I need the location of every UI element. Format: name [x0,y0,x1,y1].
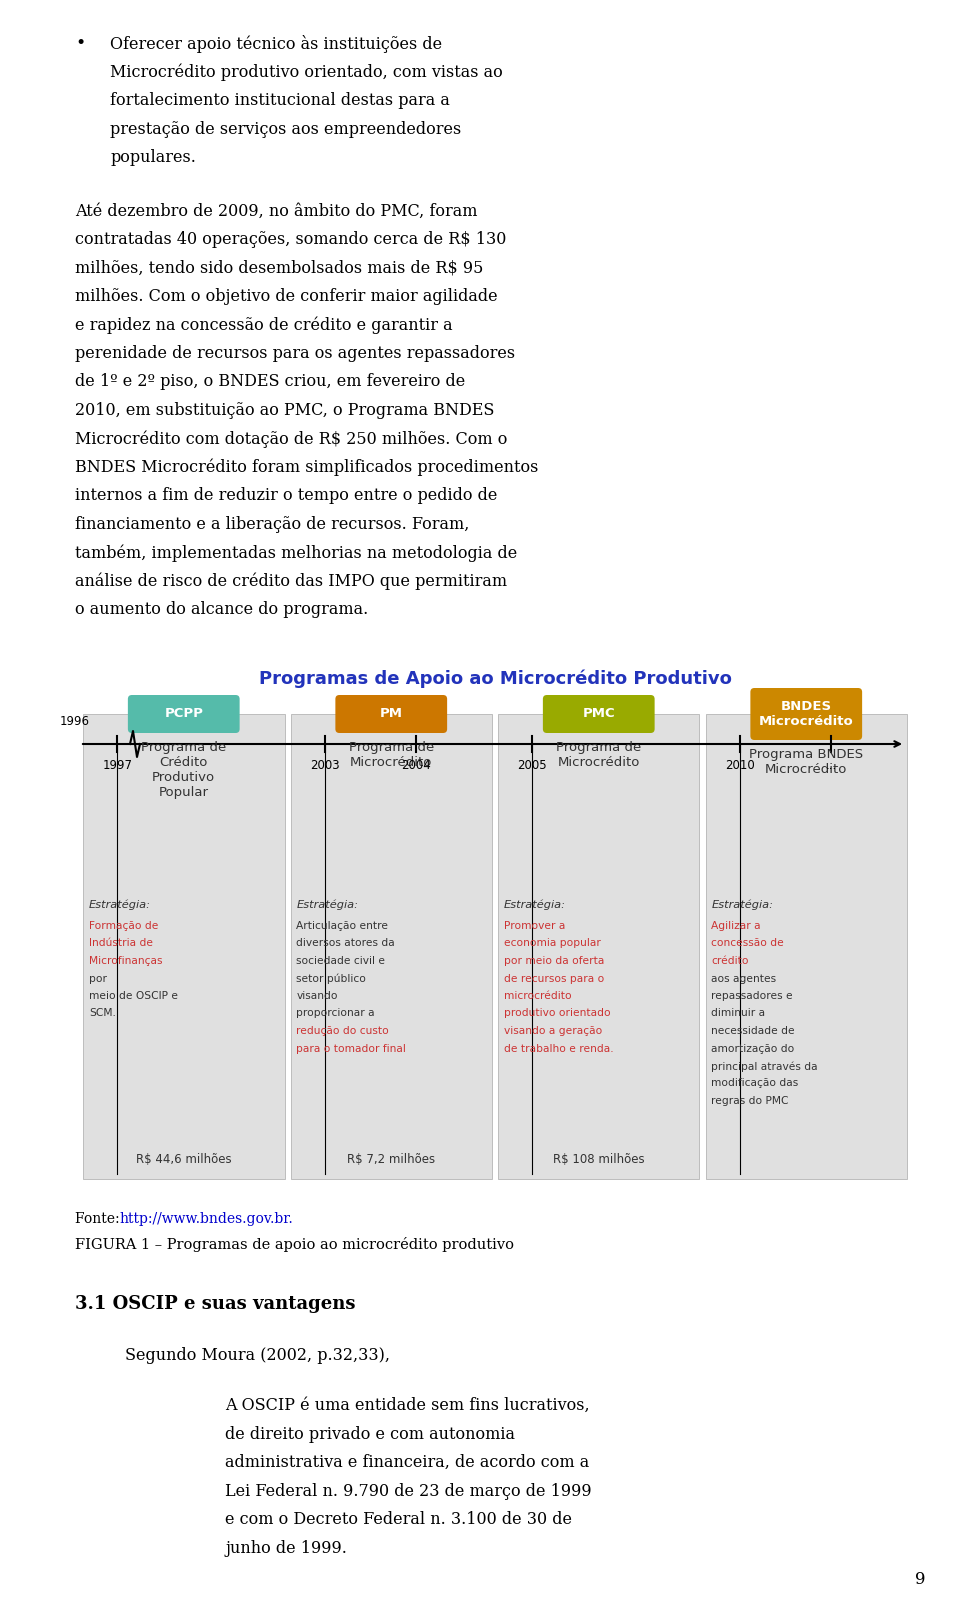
Text: Promover a: Promover a [504,921,565,931]
FancyBboxPatch shape [335,695,447,732]
Text: administrativa e financeira, de acordo com a: administrativa e financeira, de acordo c… [225,1453,589,1471]
Text: perenidade de recursos para os agentes repassadores: perenidade de recursos para os agentes r… [75,345,516,361]
Text: prestação de serviços aos empreendedores: prestação de serviços aos empreendedores [110,121,461,137]
Text: internos a fim de reduzir o tempo entre o pedido de: internos a fim de reduzir o tempo entre … [75,487,497,505]
Text: junho de 1999.: junho de 1999. [225,1539,347,1557]
Text: Fonte:: Fonte: [75,1211,124,1226]
Text: Segundo Moura (2002, p.32,33),: Segundo Moura (2002, p.32,33), [125,1347,390,1365]
Text: 1997: 1997 [103,760,132,773]
Text: Programa de
Crédito
Produtivo
Popular: Programa de Crédito Produtivo Popular [141,740,227,798]
Text: regras do PMC: regras do PMC [711,1095,789,1107]
Text: milhões, tendo sido desembolsados mais de R$ 95: milhões, tendo sido desembolsados mais d… [75,260,484,276]
Text: também, implementadas melhorias na metodologia de: também, implementadas melhorias na metod… [75,545,517,561]
Text: Lei Federal n. 9.790 de 23 de março de 1999: Lei Federal n. 9.790 de 23 de março de 1… [225,1482,591,1500]
Text: SCM.: SCM. [89,1008,116,1018]
Text: ...: ... [826,760,837,773]
Text: Indústria de: Indústria de [89,939,153,948]
Text: Microcrédito produtivo orientado, com vistas ao: Microcrédito produtivo orientado, com vi… [110,63,503,81]
Text: análise de risco de crédito das IMPO que permitiram: análise de risco de crédito das IMPO que… [75,573,507,590]
Text: Até dezembro de 2009, no âmbito do PMC, foram: Até dezembro de 2009, no âmbito do PMC, … [75,203,477,219]
Text: setor público: setor público [297,974,367,984]
Text: diversos atores da: diversos atores da [297,939,396,948]
Text: produtivo orientado: produtivo orientado [504,1008,611,1018]
Text: 9: 9 [915,1571,925,1589]
FancyBboxPatch shape [128,695,240,732]
Text: •: • [75,35,85,52]
Text: 1996: 1996 [60,715,89,727]
Text: fortalecimento institucional destas para a: fortalecimento institucional destas para… [110,92,450,110]
Text: 2003: 2003 [310,760,340,773]
Text: Programa de
Microcrédito: Programa de Microcrédito [348,740,434,769]
Text: 2005: 2005 [517,760,547,773]
Text: PMC: PMC [583,708,615,721]
Text: 2010: 2010 [725,760,755,773]
Text: PCPP: PCPP [164,708,204,721]
Text: 2004: 2004 [401,760,431,773]
Text: microcrédito: microcrédito [504,990,571,1002]
Text: R$ 108 milhões: R$ 108 milhões [553,1153,644,1166]
Text: de 1º e 2º piso, o BNDES criou, em fevereiro de: de 1º e 2º piso, o BNDES criou, em fever… [75,374,466,390]
Text: FIGURA 1 – Programas de apoio ao microcrédito produtivo: FIGURA 1 – Programas de apoio ao microcr… [75,1237,514,1252]
Text: R$ 7,2 milhões: R$ 7,2 milhões [348,1153,435,1166]
FancyBboxPatch shape [542,695,655,732]
Text: economia popular: economia popular [504,939,601,948]
Text: milhões. Com o objetivo de conferir maior agilidade: milhões. Com o objetivo de conferir maio… [75,289,497,305]
Text: Estratégia:: Estratégia: [297,900,358,910]
Text: Formação de: Formação de [89,921,158,931]
Text: Agilizar a: Agilizar a [711,921,761,931]
Text: 3.1 OSCIP e suas vantagens: 3.1 OSCIP e suas vantagens [75,1295,355,1313]
Text: redução do custo: redução do custo [297,1026,389,1036]
Text: A OSCIP é uma entidade sem fins lucrativos,: A OSCIP é uma entidade sem fins lucrativ… [225,1397,589,1415]
Text: necessidade de: necessidade de [711,1026,795,1036]
Text: para o tomador final: para o tomador final [297,1044,406,1053]
Text: visando a geração: visando a geração [504,1026,602,1036]
Text: BNDES
Microcrédito: BNDES Microcrédito [758,700,853,727]
Text: e com o Decreto Federal n. 3.100 de 30 de: e com o Decreto Federal n. 3.100 de 30 d… [225,1511,572,1528]
Text: Estratégia:: Estratégia: [89,900,151,910]
Text: Programa BNDES
Microcrédito: Programa BNDES Microcrédito [749,748,863,776]
Text: principal através da: principal através da [711,1061,818,1071]
FancyBboxPatch shape [83,715,284,1179]
Text: meio de OSCIP e: meio de OSCIP e [89,990,178,1002]
Text: Programa de
Microcrédito: Programa de Microcrédito [556,740,641,769]
Text: Oferecer apoio técnico às instituições de: Oferecer apoio técnico às instituições d… [110,35,443,53]
Text: o aumento do alcance do programa.: o aumento do alcance do programa. [75,602,369,618]
FancyBboxPatch shape [498,715,700,1179]
Text: amortização do: amortização do [711,1044,795,1053]
Text: R$ 44,6 milhões: R$ 44,6 milhões [136,1153,231,1166]
Text: financiamento e a liberação de recursos. Foram,: financiamento e a liberação de recursos.… [75,516,469,532]
Text: e rapidez na concessão de crédito e garantir a: e rapidez na concessão de crédito e gara… [75,316,452,334]
FancyBboxPatch shape [706,715,907,1179]
Text: http://www.bndes.gov.br.: http://www.bndes.gov.br. [119,1211,293,1226]
Text: populares.: populares. [110,148,196,166]
Text: diminuir a: diminuir a [711,1008,766,1018]
Text: repassadores e: repassadores e [711,990,793,1002]
Text: Articulação entre: Articulação entre [297,921,389,931]
Text: PM: PM [380,708,403,721]
Text: sociedade civil e: sociedade civil e [297,957,386,966]
Text: crédito: crédito [711,957,749,966]
Text: Programas de Apoio ao Microcrédito Produtivo: Programas de Apoio ao Microcrédito Produ… [258,669,732,689]
FancyBboxPatch shape [751,689,862,740]
Text: Microcrédito com dotação de R$ 250 milhões. Com o: Microcrédito com dotação de R$ 250 milhõ… [75,431,508,448]
Text: Estratégia:: Estratégia: [711,900,774,910]
Text: BNDES Microcrédito foram simplificados procedimentos: BNDES Microcrédito foram simplificados p… [75,460,539,476]
Text: aos agentes: aos agentes [711,974,777,984]
Text: por: por [89,974,107,984]
FancyBboxPatch shape [291,715,492,1179]
Text: de trabalho e renda.: de trabalho e renda. [504,1044,613,1053]
Text: 2010, em substituição ao PMC, o Programa BNDES: 2010, em substituição ao PMC, o Programa… [75,402,494,419]
Text: concessão de: concessão de [711,939,784,948]
Text: contratadas 40 operações, somando cerca de R$ 130: contratadas 40 operações, somando cerca … [75,231,506,248]
Text: por meio da oferta: por meio da oferta [504,957,605,966]
Text: Microfinanças: Microfinanças [89,957,162,966]
Text: de recursos para o: de recursos para o [504,974,604,984]
Text: visando: visando [297,990,338,1002]
Text: modificação das: modificação das [711,1079,799,1089]
Text: Estratégia:: Estratégia: [504,900,566,910]
Text: de direito privado e com autonomia: de direito privado e com autonomia [225,1426,515,1442]
Text: proporcionar a: proporcionar a [297,1008,375,1018]
